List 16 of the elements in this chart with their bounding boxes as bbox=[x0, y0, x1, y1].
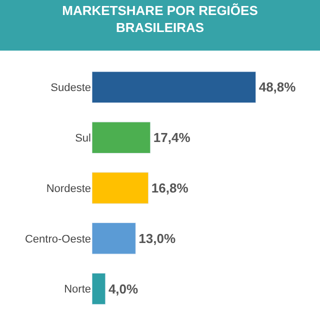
bar bbox=[92, 172, 149, 204]
data-label: 48,8% bbox=[258, 80, 296, 95]
bar bbox=[92, 122, 151, 154]
data-label: 16,8% bbox=[151, 180, 189, 196]
data-label: 17,4% bbox=[153, 130, 191, 146]
data-label: 4,0% bbox=[108, 281, 138, 296]
y-tick-label: Centro-Oeste bbox=[24, 233, 91, 246]
y-tick-label: Norte bbox=[64, 284, 91, 296]
chart-title: MARKETSHARE POR REGIÕES BRASILEIRAS bbox=[62, 3, 258, 36]
bar bbox=[92, 222, 136, 254]
data-label: 13,0% bbox=[138, 230, 176, 246]
bar bbox=[92, 71, 256, 104]
y-tick-label: Nordeste bbox=[46, 182, 91, 195]
y-tick-label: Sul bbox=[75, 132, 91, 144]
bar bbox=[92, 272, 106, 305]
y-tick-label: Sudeste bbox=[50, 82, 91, 94]
